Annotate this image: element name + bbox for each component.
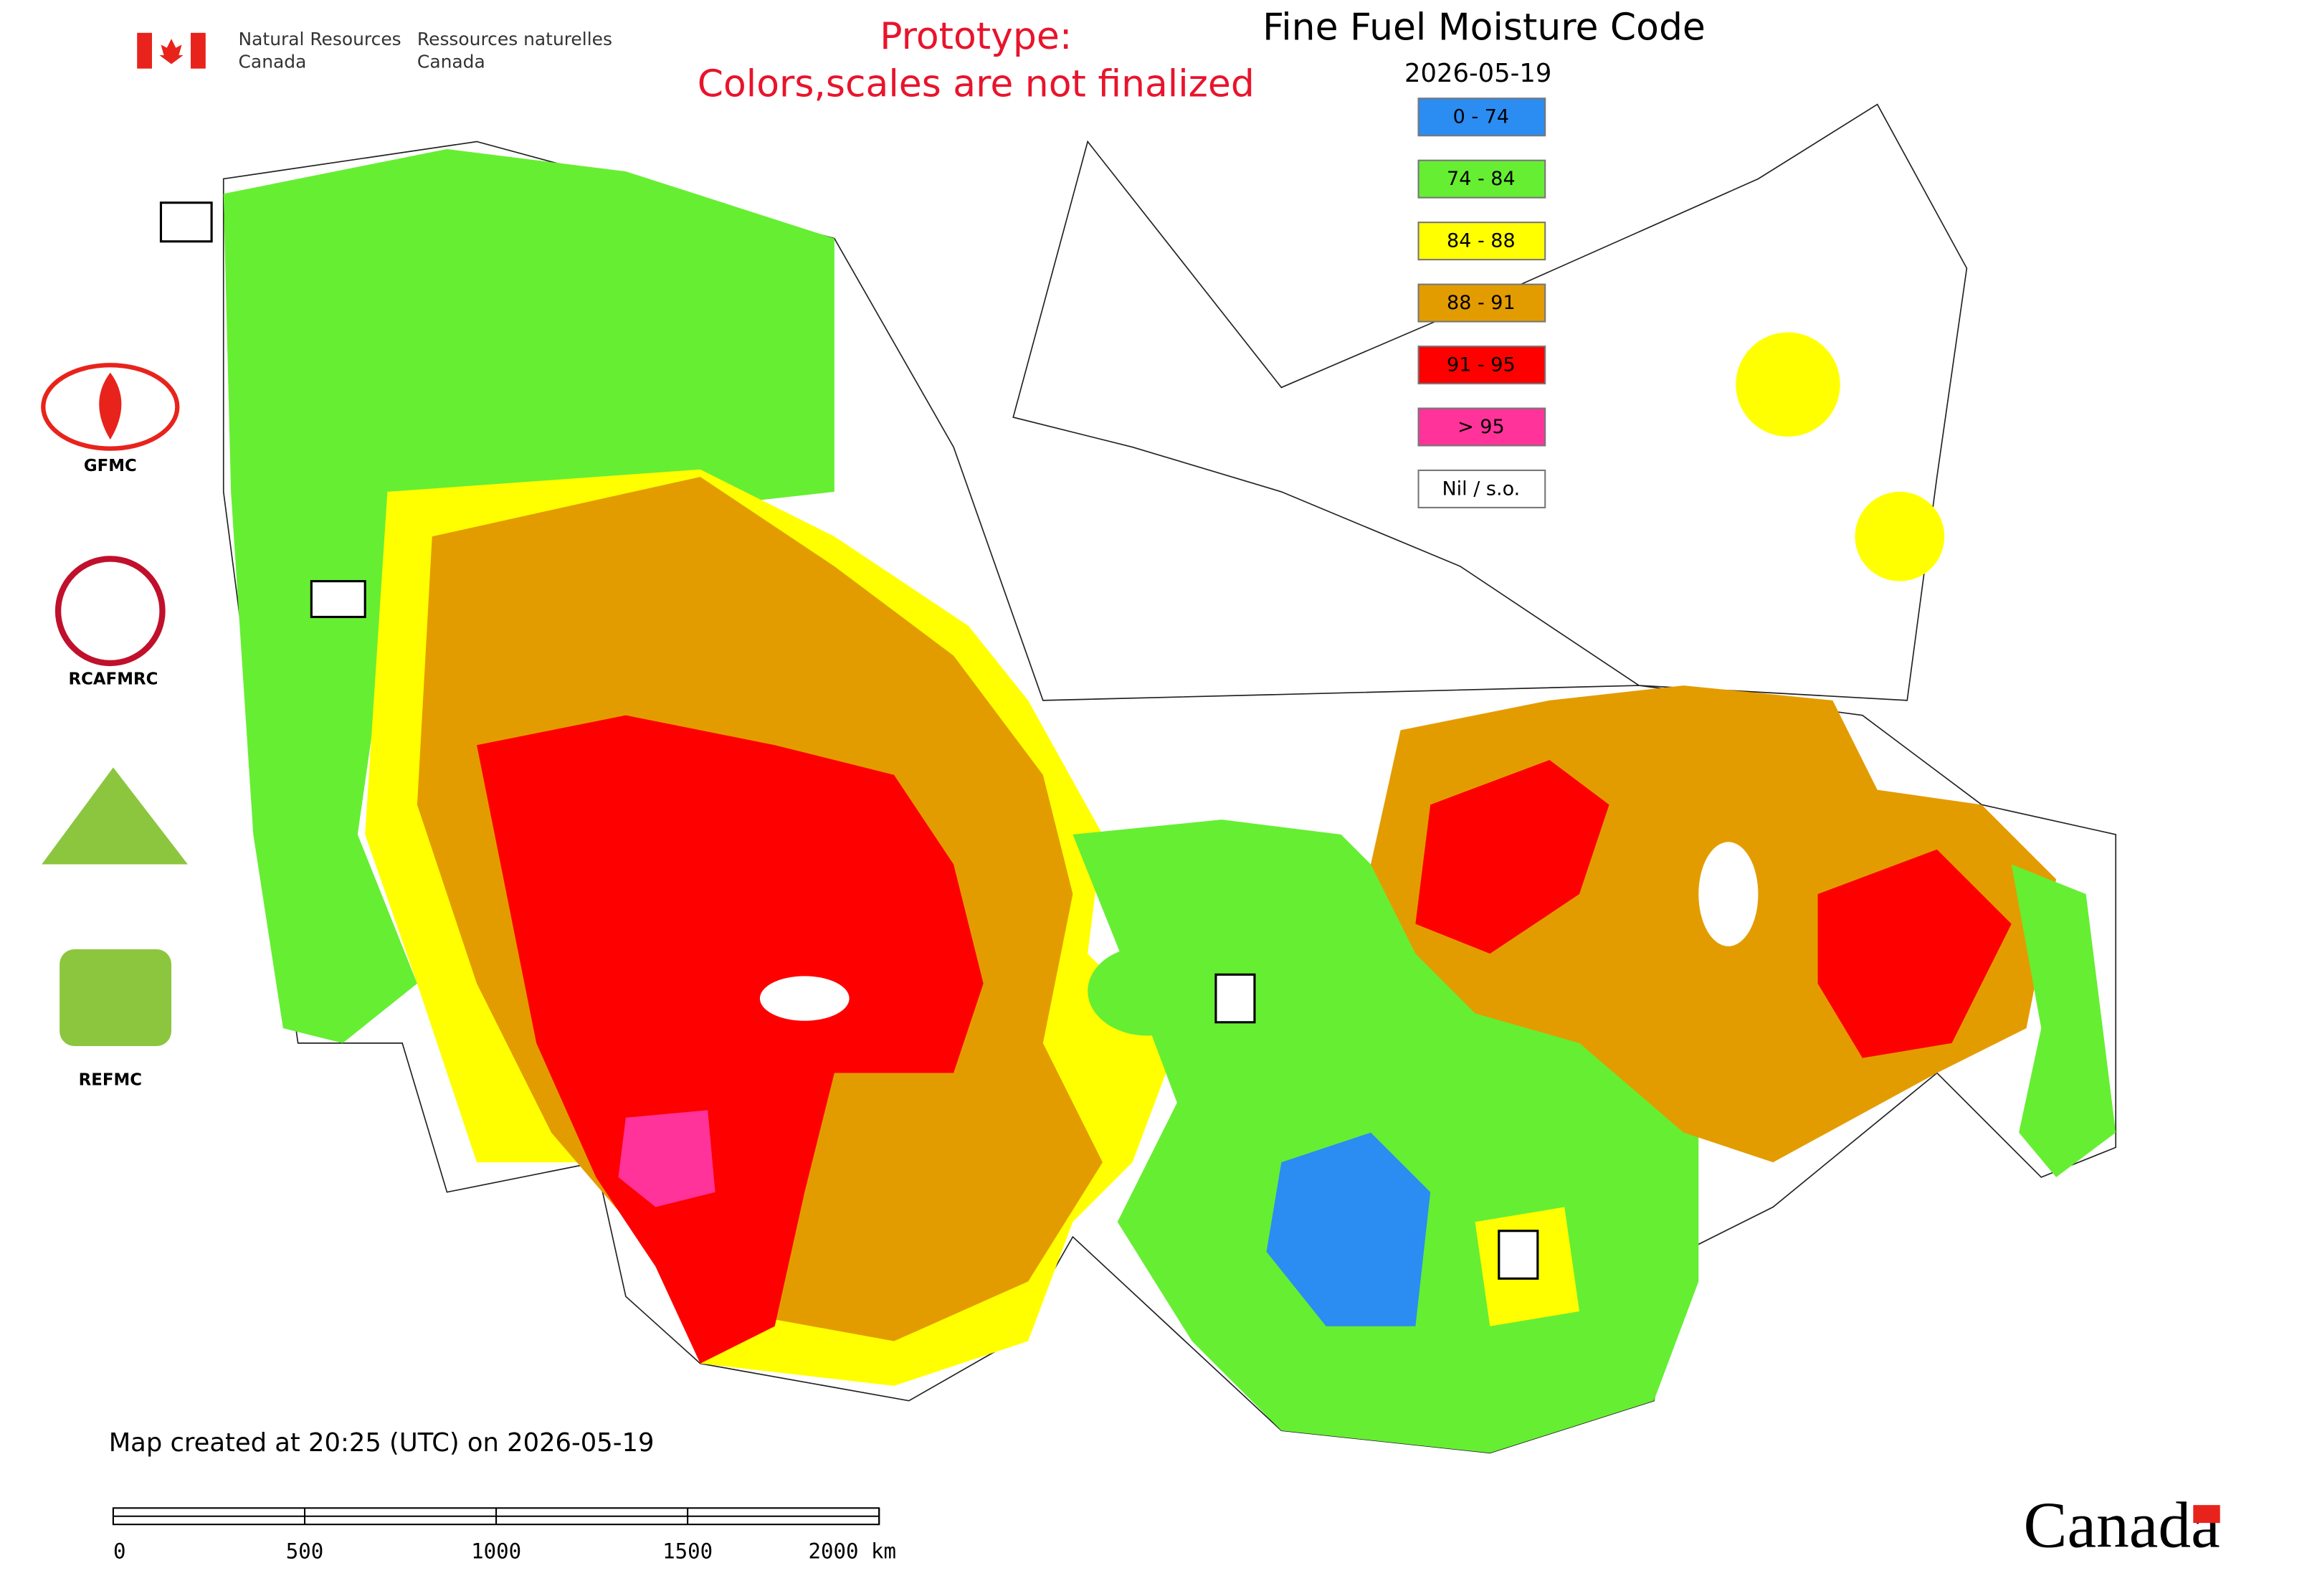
region [1736,332,1840,437]
logo-label: GFMC [84,457,137,475]
legend-swatch [1417,159,1546,199]
legend-label: 91 - 95 [1447,354,1516,376]
legend-swatch [1417,222,1546,261]
flag-bar [191,32,206,69]
legend-swatch [1417,407,1546,447]
title: Fine Fuel Moisture Code [1262,6,1706,49]
agency-fr: Canada [417,51,485,72]
notice: Colors,scales are not finalized [698,63,1255,106]
legend-swatch [1417,346,1546,385]
region [223,148,834,1043]
scale-label: 500 [286,1539,324,1564]
refmc-logo [60,949,172,1047]
legend-label: 74 - 84 [1447,168,1516,190]
region [1855,491,1945,581]
region [2011,864,2116,1177]
reefmc-logo [42,767,188,865]
legend-label: 88 - 91 [1447,292,1516,314]
station-markers [159,201,1539,1280]
legend: 0 - 74 74 - 84 84 - 88 88 - 91 91 - 95 > 95 Ni… [1417,98,1546,508]
legend-label: 0 - 74 [1453,106,1509,128]
gfmc-logo [41,363,180,451]
region [1415,760,1609,954]
region [618,1110,715,1207]
station-marker [159,201,213,243]
scale-label: 2000 km [809,1539,897,1564]
flag-bar [137,32,152,69]
legend-swatch [1417,98,1546,137]
scale-label: 1000 [471,1539,521,1564]
station-marker [1214,973,1256,1024]
logo-label: REFMC [79,1070,142,1089]
no-data [759,976,850,1021]
date: 2026-05-19 [1404,59,1551,88]
legend-label: Nil / s.o. [1442,478,1520,500]
created-note: Map created at 20:25 (UTC) on 2026-05-19 [109,1428,655,1458]
maple-leaf [159,39,184,65]
region [1817,849,2012,1058]
region [1266,1132,1431,1326]
agency-fr: Ressources naturelles [417,29,612,49]
footer: Map created at 20:25 (UTC) on 2026-05-19… [109,1428,2220,1564]
legend-swatch [1417,283,1546,323]
logos: GFMC RCAFMRC REFMC [41,363,188,1089]
region [477,715,984,1364]
map [222,103,2117,1454]
notice: Prototype: [880,15,1072,58]
agency-en: Canada [239,51,307,72]
wordmark-flag [2193,1505,2220,1524]
legend-label: 84 - 88 [1447,230,1516,252]
region [1088,946,1207,1036]
scale-label: 0 [113,1539,126,1564]
agency-en: Natural Resources [239,29,401,49]
no-data [1698,842,1759,946]
header: Natural Resources Canada Ressources natu… [137,6,1706,106]
scale-bar: 0 500 1000 1500 2000 km [112,1507,897,1564]
canada-wordmark: Canada [2024,1489,2220,1562]
legend-swatch [1417,469,1546,508]
rcafmrc-logo [54,556,166,667]
station-marker [1498,1230,1539,1280]
legend-label: > 95 [1457,416,1505,438]
station-marker [310,580,366,619]
land-outline [1012,103,1968,701]
logo-label: RCAFMRC [69,670,158,688]
gfmc-flame [99,372,122,440]
scale-label: 1500 [662,1539,713,1564]
